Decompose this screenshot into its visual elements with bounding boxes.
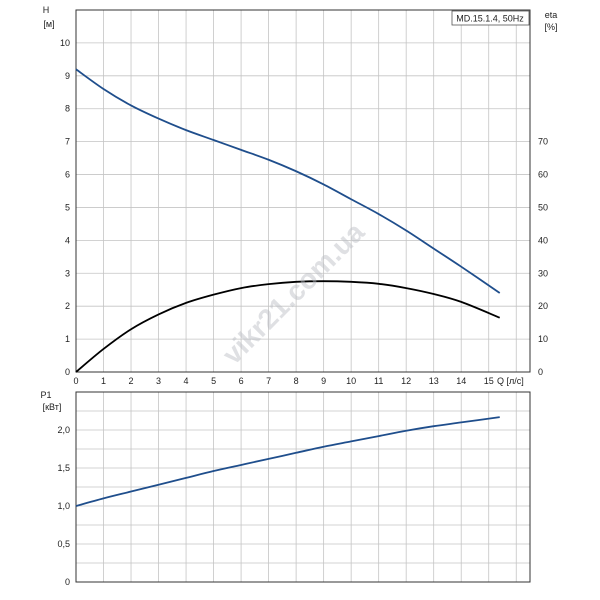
y-right-axis-label: eta: [545, 10, 558, 20]
model-label: MD.15.1.4, 50Hz: [456, 14, 524, 24]
y-right-tick-label: 10: [538, 334, 548, 344]
x-tick-label: 10: [346, 376, 356, 386]
y-left-tick-labels: 0 1 2 3 4 5 6 7 8 9 10: [60, 38, 70, 377]
x-axis-label: Q [л/с]: [497, 376, 524, 386]
y-right-tick-label: 20: [538, 301, 548, 311]
top-plot-frame: [75, 9, 531, 373]
y-right-tick-label: 50: [538, 202, 548, 212]
power-axis-label: P1: [40, 390, 51, 400]
y-left-tick-label: 3: [65, 268, 70, 278]
y-left-tick-label: 7: [65, 137, 70, 147]
y-left-axis-label: H: [43, 5, 50, 15]
x-tick-label: 6: [239, 376, 244, 386]
power-y-tick-label: 0,5: [57, 539, 70, 549]
x-tick-label: 5: [211, 376, 216, 386]
y-left-tick-label: 2: [65, 301, 70, 311]
x-tick-label: 0: [73, 376, 78, 386]
power-axis-unit: [кВт]: [43, 402, 62, 412]
model-label-box: MD.15.1.4, 50Hz: [451, 10, 530, 26]
top-grid: [76, 9, 530, 372]
x-tick-label: 4: [184, 376, 189, 386]
power-y-tick-label: 1,0: [57, 501, 70, 511]
x-tick-label: 3: [156, 376, 161, 386]
x-tick-label: 11: [374, 376, 383, 386]
y-left-tick-label: 5: [65, 202, 70, 212]
y-right-axis-unit: [%]: [544, 22, 557, 32]
bottom-grid: [76, 392, 530, 582]
y-left-tick-label: 8: [65, 104, 70, 114]
x-tick-label: 1: [101, 376, 106, 386]
y-right-tick-labels: 0 10 20 30 40 50 60 70: [538, 137, 548, 377]
y-left-tick-label: 10: [60, 38, 70, 48]
x-tick-label: 14: [456, 376, 466, 386]
top-curves: [75, 68, 501, 373]
power-y-tick-label: 1,5: [57, 463, 70, 473]
x-tick-label: 12: [401, 376, 411, 386]
bottom-curves: [75, 416, 500, 507]
y-right-tick-label: 70: [538, 137, 548, 147]
y-right-tick-label: 0: [538, 367, 543, 377]
bottom-plot-frame: [75, 391, 531, 583]
y-right-tick-label: 30: [538, 268, 548, 278]
x-tick-label: 7: [266, 376, 271, 386]
x-tick-label: 15: [484, 376, 494, 386]
power-panel: 0 0,5 1,0 1,5 2,0 P1 [кВт]: [40, 390, 531, 587]
y-left-axis-unit: [м]: [43, 19, 54, 29]
x-tick-labels: 0 1 2 3 4 5 6 7 8 9 10 11 12 13 14 15: [73, 376, 493, 386]
y-left-tick-label: 1: [65, 334, 70, 344]
x-tick-label: 9: [321, 376, 326, 386]
y-left-tick-label: 9: [65, 71, 70, 81]
power-y-tick-label: 0: [65, 577, 70, 587]
y-right-tick-label: 60: [538, 170, 548, 180]
y-left-tick-label: 0: [65, 367, 70, 377]
power-y-tick-label: 2,0: [57, 425, 70, 435]
head-curve: [75, 68, 501, 294]
x-tick-label: 2: [129, 376, 134, 386]
power-curve: [75, 416, 500, 507]
y-right-tick-label: 40: [538, 235, 548, 245]
x-tick-label: 13: [429, 376, 439, 386]
power-y-tick-labels: 0 0,5 1,0 1,5 2,0: [57, 425, 70, 587]
watermark: vikr21.com.ua: [216, 216, 370, 370]
efficiency-curve: [75, 280, 501, 373]
x-tick-label: 8: [294, 376, 299, 386]
y-left-tick-label: 6: [65, 170, 70, 180]
y-left-tick-label: 4: [65, 235, 70, 245]
